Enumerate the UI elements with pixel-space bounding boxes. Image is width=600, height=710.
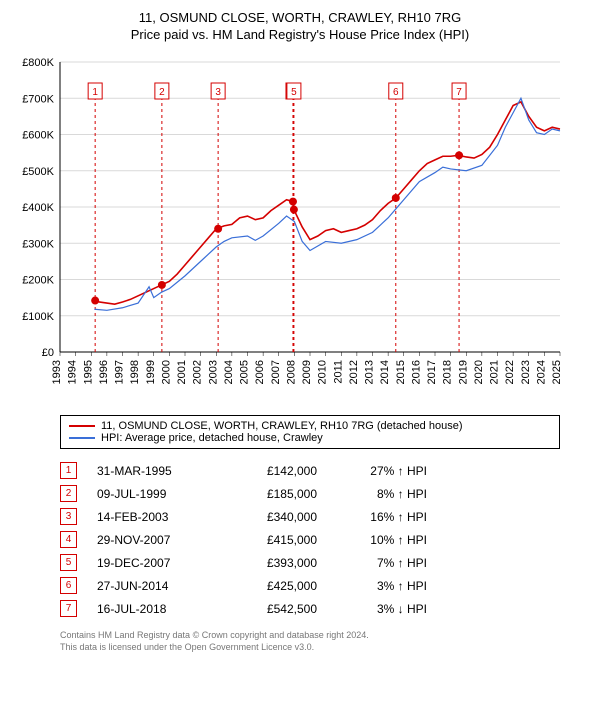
footer-line-2: This data is licensed under the Open Gov… <box>60 642 560 654</box>
svg-text:£400K: £400K <box>22 202 54 214</box>
svg-text:£500K: £500K <box>22 166 54 178</box>
sale-marker-icon: 2 <box>60 485 77 502</box>
svg-text:1998: 1998 <box>129 360 141 384</box>
svg-text:2019: 2019 <box>457 360 469 384</box>
sale-date: 19-DEC-2007 <box>97 556 207 570</box>
sales-row: 2 09-JUL-1999 £185,000 8% ↑ HPI <box>60 482 560 505</box>
sale-price: £185,000 <box>227 487 317 501</box>
sale-price: £425,000 <box>227 579 317 593</box>
sale-pct: 8% ↑ HPI <box>337 487 427 501</box>
svg-text:£600K: £600K <box>22 130 54 142</box>
svg-text:1999: 1999 <box>145 360 157 384</box>
sales-row: 5 19-DEC-2007 £393,000 7% ↑ HPI <box>60 551 560 574</box>
svg-text:1994: 1994 <box>67 360 79 384</box>
sale-marker-icon: 1 <box>60 462 77 479</box>
svg-text:£0: £0 <box>42 347 54 359</box>
svg-text:1996: 1996 <box>98 360 110 384</box>
svg-text:2025: 2025 <box>551 360 563 384</box>
svg-text:2008: 2008 <box>285 360 297 384</box>
svg-text:2023: 2023 <box>520 360 532 384</box>
svg-text:1993: 1993 <box>51 360 63 384</box>
title-block: 11, OSMUND CLOSE, WORTH, CRAWLEY, RH10 7… <box>10 10 590 42</box>
svg-text:3: 3 <box>215 87 221 98</box>
sales-row: 6 27-JUN-2014 £425,000 3% ↑ HPI <box>60 574 560 597</box>
footer: Contains HM Land Registry data © Crown c… <box>60 630 560 653</box>
chart-subtitle: Price paid vs. HM Land Registry's House … <box>10 27 590 42</box>
svg-text:2012: 2012 <box>348 360 360 384</box>
svg-text:2002: 2002 <box>192 360 204 384</box>
svg-text:2021: 2021 <box>489 360 501 384</box>
sale-date: 31-MAR-1995 <box>97 464 207 478</box>
svg-text:2024: 2024 <box>535 360 547 384</box>
svg-text:2015: 2015 <box>395 360 407 384</box>
sale-marker-icon: 3 <box>60 508 77 525</box>
svg-text:2007: 2007 <box>270 360 282 384</box>
svg-text:2016: 2016 <box>410 360 422 384</box>
svg-text:2005: 2005 <box>239 360 251 384</box>
sale-pct: 10% ↑ HPI <box>337 533 427 547</box>
svg-text:2020: 2020 <box>473 360 485 384</box>
sale-price: £393,000 <box>227 556 317 570</box>
svg-text:6: 6 <box>393 87 399 98</box>
sale-price: £415,000 <box>227 533 317 547</box>
chart-area: £0 £100K £200K £300K £400K £500K £600K £700K £80… <box>10 52 590 407</box>
svg-text:1995: 1995 <box>82 360 94 384</box>
svg-text:£300K: £300K <box>22 238 54 250</box>
svg-text:5: 5 <box>291 87 297 98</box>
legend-swatch-property <box>69 425 95 427</box>
sales-row: 4 29-NOV-2007 £415,000 10% ↑ HPI <box>60 528 560 551</box>
svg-text:2014: 2014 <box>379 360 391 384</box>
legend: 11, OSMUND CLOSE, WORTH, CRAWLEY, RH10 7… <box>60 415 560 449</box>
sale-date: 27-JUN-2014 <box>97 579 207 593</box>
sale-marker-icon: 5 <box>60 554 77 571</box>
sale-price: £542,500 <box>227 602 317 616</box>
svg-text:2009: 2009 <box>301 360 313 384</box>
svg-text:£700K: £700K <box>22 93 54 105</box>
sale-pct: 7% ↑ HPI <box>337 556 427 570</box>
svg-text:1997: 1997 <box>114 360 126 384</box>
svg-text:1: 1 <box>92 87 98 98</box>
legend-swatch-hpi <box>69 437 95 439</box>
sale-pct: 3% ↑ HPI <box>337 579 427 593</box>
svg-text:7: 7 <box>456 87 462 98</box>
sale-date: 09-JUL-1999 <box>97 487 207 501</box>
sale-date: 29-NOV-2007 <box>97 533 207 547</box>
sale-pct: 3% ↓ HPI <box>337 602 427 616</box>
sale-pct: 16% ↑ HPI <box>337 510 427 524</box>
chart-svg: £0 £100K £200K £300K £400K £500K £600K £700K £80… <box>10 52 570 402</box>
svg-text:2022: 2022 <box>504 360 516 384</box>
chart-title: 11, OSMUND CLOSE, WORTH, CRAWLEY, RH10 7… <box>10 10 590 25</box>
svg-text:2018: 2018 <box>442 360 454 384</box>
svg-text:2011: 2011 <box>332 360 344 384</box>
legend-label-hpi: HPI: Average price, detached house, Craw… <box>101 432 323 444</box>
svg-text:2003: 2003 <box>207 360 219 384</box>
legend-row-property: 11, OSMUND CLOSE, WORTH, CRAWLEY, RH10 7… <box>69 420 551 432</box>
sale-date: 16-JUL-2018 <box>97 602 207 616</box>
sale-marker-icon: 7 <box>60 600 77 617</box>
sale-pct: 27% ↑ HPI <box>337 464 427 478</box>
svg-text:2001: 2001 <box>176 360 188 384</box>
svg-text:£100K: £100K <box>22 311 54 323</box>
sales-row: 1 31-MAR-1995 £142,000 27% ↑ HPI <box>60 459 560 482</box>
svg-text:2: 2 <box>159 87 165 98</box>
sale-date: 14-FEB-2003 <box>97 510 207 524</box>
svg-text:£800K: £800K <box>22 57 54 69</box>
sale-marker-icon: 6 <box>60 577 77 594</box>
svg-text:2017: 2017 <box>426 360 438 384</box>
svg-text:£200K: £200K <box>22 275 54 287</box>
legend-row-hpi: HPI: Average price, detached house, Craw… <box>69 432 551 444</box>
svg-text:2006: 2006 <box>254 360 266 384</box>
sales-row: 7 16-JUL-2018 £542,500 3% ↓ HPI <box>60 597 560 620</box>
sales-row: 3 14-FEB-2003 £340,000 16% ↑ HPI <box>60 505 560 528</box>
legend-label-property: 11, OSMUND CLOSE, WORTH, CRAWLEY, RH10 7… <box>101 420 463 432</box>
footer-line-1: Contains HM Land Registry data © Crown c… <box>60 630 560 642</box>
sales-table: 1 31-MAR-1995 £142,000 27% ↑ HPI 2 09-JUL-199… <box>60 459 560 620</box>
svg-text:2000: 2000 <box>160 360 172 384</box>
svg-text:2004: 2004 <box>223 360 235 384</box>
sale-price: £142,000 <box>227 464 317 478</box>
sale-price: £340,000 <box>227 510 317 524</box>
svg-text:2013: 2013 <box>364 360 376 384</box>
svg-text:2010: 2010 <box>317 360 329 384</box>
sale-marker-icon: 4 <box>60 531 77 548</box>
